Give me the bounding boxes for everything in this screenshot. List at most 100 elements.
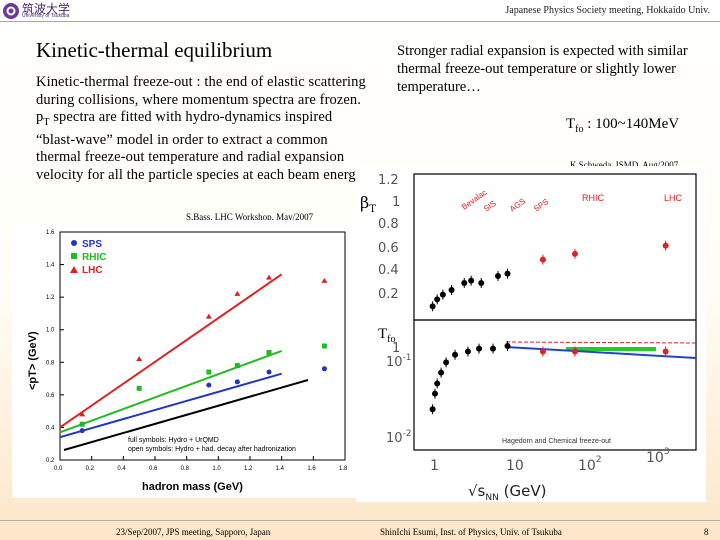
beta-point [448, 287, 455, 293]
tfo-point [476, 345, 483, 352]
x-tick-label: 0.2 [86, 466, 95, 472]
point-sps [79, 428, 85, 434]
tfo-points [429, 341, 669, 415]
tfo-range: Tfo : 100~140MeV [566, 116, 679, 135]
page-number: 8 [704, 527, 709, 537]
svg-text:1.2: 1.2 [378, 173, 399, 188]
legend-lhc: LHC [82, 265, 103, 276]
x-tick-label: 0.4 [117, 466, 126, 472]
point-lhc [234, 290, 241, 296]
tfo-axis-label: Tfo [378, 326, 396, 345]
beta-point [468, 277, 475, 284]
tfo-point [571, 348, 578, 355]
desc-part-b: spectra are fitted with hydro-dynamics i… [36, 109, 366, 183]
beta-point [662, 242, 669, 249]
note-open-symbols: open symbols: Hydro + had. decay after h… [128, 446, 296, 453]
tfo-point [438, 369, 445, 376]
footer-author: ShinIchi Esumi, Inst. of Physics, Univ. … [380, 527, 562, 537]
beta-points [429, 240, 669, 312]
point-lhc [205, 313, 212, 319]
beta-axis-label: βT [360, 193, 376, 215]
point-sps [321, 366, 327, 372]
svg-text:0.8: 0.8 [378, 217, 399, 232]
y-tick-label: 0.8 [46, 360, 55, 366]
x-tick-label: 0.0 [54, 466, 63, 472]
pt-vs-mass-plot: 0.0 0.2 0.4 0.6 0.8 1.0 1.2 1.4 1.6 1.8 0.2 0.4 0.6 0… [12, 220, 356, 498]
svg-text:10-2: 10-2 [386, 429, 412, 446]
energy-axis-label: √sNN (GeV) [468, 482, 546, 502]
tfo-point [464, 348, 471, 355]
point-lhc [321, 277, 328, 283]
tfo-point [452, 351, 459, 358]
x-axis-label: hadron mass (GeV) [142, 481, 243, 493]
point-rhic [79, 421, 85, 427]
university-logo: 筑波大学 University of Tsukuba [2, 1, 72, 21]
svg-text:0.2: 0.2 [378, 287, 399, 302]
fit-line-sps [59, 372, 282, 439]
energy-plot-svg: Bevalac SIS AGS SPS RHIC LHC βT 1.2 1 0.… [356, 166, 706, 503]
note-full-symbols: full symbols: Hydro + UrQMD [128, 437, 219, 444]
beta-point [429, 303, 436, 310]
beta-tfo-vs-energy-plot: Bevalac SIS AGS SPS RHIC LHC βT 1.2 1 0.… [356, 166, 706, 503]
reference-line [63, 379, 309, 451]
point-rhic [321, 343, 327, 349]
point-sps [266, 369, 272, 375]
y-tick-label: 1.0 [46, 328, 55, 334]
legend-rhic: RHIC [82, 252, 106, 263]
beta-point [461, 280, 468, 286]
tfo-point [662, 348, 669, 355]
y-tick-label: 0.2 [46, 458, 55, 464]
credit-bass: S.Bass, LHC Workshop, May/2007 [186, 212, 314, 222]
svg-text:0.4: 0.4 [378, 263, 399, 278]
svg-text:1: 1 [430, 458, 439, 474]
beta-point [434, 296, 441, 303]
credit-schweda: K.Schweda, ISMD, Aug/2007 [570, 160, 679, 170]
slide-title: Kinetic-thermal equilibrium [36, 38, 273, 62]
fit-line-lhc [59, 273, 283, 429]
tfo-point [490, 345, 496, 352]
header-bar: 筑波大学 University of Tsukuba Japanese Phys… [0, 0, 720, 22]
fit-line-rhic [59, 349, 283, 434]
x-tick-label: 1.4 [276, 466, 285, 472]
beta-point [439, 291, 446, 298]
tfo-ticks: 1 10-1 10-2 [386, 341, 412, 446]
y-axis-label: <pT> (GeV) [27, 331, 39, 390]
tsukuba-logo-icon [3, 3, 19, 19]
svg-text:10-1: 10-1 [386, 353, 412, 370]
y-tick-label: 1.4 [46, 263, 55, 269]
svg-text:0.6: 0.6 [378, 241, 399, 256]
point-rhic [136, 385, 142, 391]
point-sps [234, 379, 240, 385]
y-tick-label: 0.4 [46, 425, 55, 431]
beta-ticks: 1.2 1 0.8 0.6 0.4 0.2 [378, 173, 400, 302]
tfo-sub: fo [575, 124, 584, 135]
tfo-point [443, 359, 450, 366]
desc-sub: T [43, 117, 50, 129]
blue-fit-line [505, 346, 697, 359]
x-tick-label: 0.8 [181, 466, 190, 472]
tfo-value: : 100~140MeV [583, 116, 680, 132]
beta-point [504, 270, 511, 277]
description-text: Kinetic-thermal freeze-out : the end of … [36, 74, 370, 184]
beta-point [571, 250, 578, 257]
point-rhic [234, 363, 240, 369]
footer-date: 23/Sep/2007, JPS meeting, Sapporo, Japan [116, 527, 271, 537]
beta-point [494, 273, 501, 279]
meeting-name: Japanese Physics Society meeting, Hokkai… [505, 5, 710, 16]
point-lhc [136, 356, 143, 362]
legend-sps: SPS [82, 239, 102, 250]
y-tick-label: 1.2 [46, 295, 55, 301]
pt-plot-svg: 0.0 0.2 0.4 0.6 0.8 1.0 1.2 1.4 1.6 1.8 0.2 0.4 0.6 0… [12, 220, 356, 498]
x-tick-label: 1.6 [307, 466, 316, 472]
desc-part-a: Kinetic-thermal freeze-out : the end of … [36, 74, 366, 126]
point-lhc [266, 274, 272, 280]
point-sps [206, 382, 212, 388]
x-tick-label: 1.0 [212, 466, 221, 472]
point-lhc [79, 411, 86, 417]
legend: SPS RHIC LHC [70, 239, 106, 276]
logo-subtext: University of Tsukuba [22, 13, 70, 19]
x-tick-label: 1.8 [339, 466, 348, 472]
region-rhic: RHIC [582, 193, 604, 203]
energy-x-ticks: 1 10 102 103 [430, 447, 670, 474]
chemical-fo-line [505, 341, 697, 344]
